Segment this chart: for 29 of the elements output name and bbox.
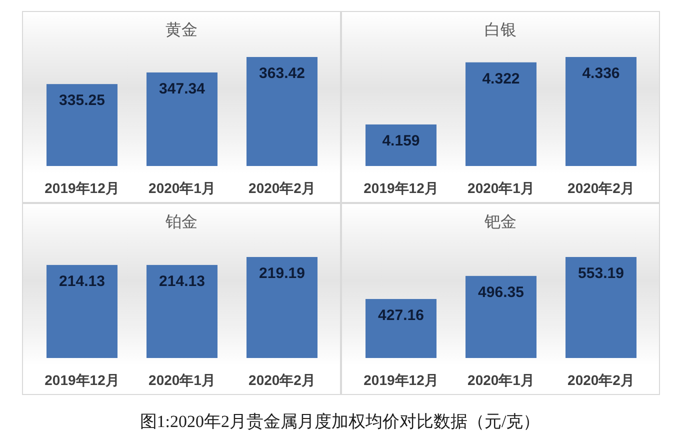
chart-title: 钯金 <box>484 214 516 231</box>
data-label: 347.34 <box>159 80 206 98</box>
data-label: 4.322 <box>482 70 520 88</box>
x-tick-label: 2020年1月 <box>148 180 216 196</box>
data-label: 4.336 <box>582 65 620 82</box>
x-tick-label: 2020年2月 <box>568 372 634 388</box>
data-label: 214.13 <box>59 272 105 290</box>
x-tick-label: 2020年1月 <box>468 372 534 388</box>
chart-title: 白银 <box>484 22 516 39</box>
data-label: 335.25 <box>59 92 105 110</box>
x-tick-label: 2020年2月 <box>248 372 316 388</box>
x-tick-label: 2020年1月 <box>148 372 216 388</box>
x-tick-label: 2020年2月 <box>568 180 634 196</box>
data-label: 219.19 <box>259 265 305 282</box>
chart-title: 黄金 <box>166 21 198 39</box>
x-tick-label: 2020年2月 <box>248 180 316 196</box>
data-label: 553.19 <box>578 265 624 282</box>
data-label: 496.35 <box>478 284 524 301</box>
data-label: 214.13 <box>159 272 205 290</box>
x-tick-label: 2020年1月 <box>468 180 534 196</box>
x-tick-label: 2019年12月 <box>364 372 438 388</box>
data-label: 427.16 <box>378 306 424 324</box>
x-tick-label: 2019年12月 <box>44 372 120 388</box>
data-label: 4.159 <box>382 132 420 150</box>
x-tick-label: 2019年12月 <box>44 180 120 196</box>
chart-title: 铂金 <box>164 214 198 231</box>
x-tick-label: 2019年12月 <box>364 180 438 196</box>
data-label: 363.42 <box>259 65 305 82</box>
caption: 图1:2020年2月贵金属月度加权均价对比数据（元/克） <box>140 412 540 431</box>
